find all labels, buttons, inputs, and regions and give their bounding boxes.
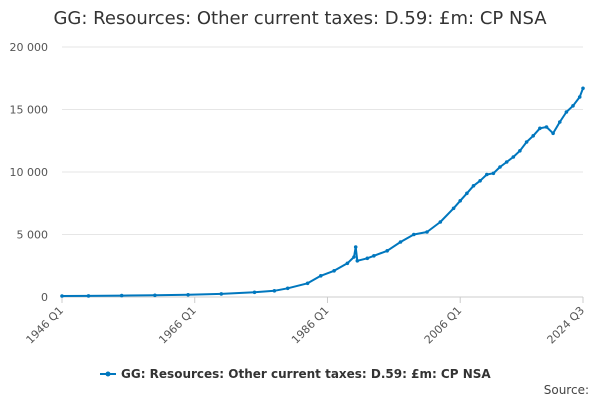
x-tick-label: 2024 Q3 <box>545 304 588 347</box>
data-point[interactable] <box>538 126 542 131</box>
series-line[interactable] <box>61 87 584 297</box>
data-point[interactable] <box>451 206 456 211</box>
data-point[interactable] <box>332 269 336 273</box>
data-point[interactable] <box>305 281 310 286</box>
data-point[interactable] <box>524 140 529 144</box>
y-tick-label: 0 <box>41 291 48 304</box>
axis-layer: 0 5 000 10 000 15 000 20 000 1946 Q1 1966 Q1 19… <box>10 41 588 346</box>
data-point[interactable] <box>285 286 290 291</box>
legend-swatch-marker <box>105 371 111 377</box>
data-point[interactable] <box>272 289 277 293</box>
x-tick-label: 2006 Q1 <box>422 304 465 347</box>
data-point[interactable] <box>465 191 469 196</box>
data-point[interactable] <box>571 104 575 108</box>
data-point[interactable] <box>219 292 224 296</box>
y-tick-label: 5 000 <box>17 229 49 242</box>
data-point[interactable] <box>498 165 502 169</box>
data-point[interactable] <box>398 240 403 244</box>
data-point[interactable] <box>412 232 416 237</box>
data-point[interactable] <box>458 199 463 203</box>
data-point[interactable] <box>345 261 350 266</box>
data-point[interactable] <box>551 131 555 136</box>
data-point[interactable] <box>558 120 562 124</box>
x-tick-label: 1966 Q1 <box>156 304 199 347</box>
data-point[interactable] <box>504 160 509 164</box>
data-point[interactable] <box>186 293 190 297</box>
data-point[interactable] <box>581 86 585 91</box>
data-point[interactable] <box>153 293 157 298</box>
y-tick-label: 10 000 <box>10 166 49 179</box>
data-point[interactable] <box>319 274 323 278</box>
data-point[interactable] <box>438 220 443 224</box>
legend[interactable]: GG: Resources: Other current taxes: D.59… <box>100 367 491 381</box>
source-label[interactable]: Source: <box>544 383 589 397</box>
data-point[interactable] <box>355 259 360 263</box>
data-point[interactable] <box>518 149 522 153</box>
x-tick-label: 1946 Q1 <box>24 304 67 347</box>
series-layer <box>60 86 585 298</box>
data-point[interactable] <box>353 245 358 249</box>
data-point[interactable] <box>577 95 582 99</box>
data-point[interactable] <box>372 254 376 258</box>
data-point[interactable] <box>511 155 516 159</box>
y-tick-label: 15 000 <box>10 104 49 117</box>
data-point[interactable] <box>564 110 569 114</box>
data-point[interactable] <box>385 249 390 253</box>
y-tick-label: 20 000 <box>10 41 49 54</box>
data-point[interactable] <box>478 179 482 183</box>
legend-label[interactable]: GG: Resources: Other current taxes: D.59… <box>121 367 491 381</box>
data-point[interactable] <box>60 294 64 298</box>
data-point[interactable] <box>544 125 549 129</box>
data-point[interactable] <box>252 290 257 295</box>
x-tick-label: 1986 Q1 <box>289 304 332 347</box>
chart-title: GG: Resources: Other current taxes: D.59… <box>53 8 547 29</box>
data-point[interactable] <box>531 134 535 138</box>
data-point[interactable] <box>485 172 489 177</box>
data-point[interactable] <box>491 171 496 176</box>
data-point[interactable] <box>86 294 91 298</box>
grid-layer <box>62 46 583 298</box>
data-point[interactable] <box>425 230 429 234</box>
data-point[interactable] <box>365 256 370 261</box>
data-point[interactable] <box>471 184 476 188</box>
data-point[interactable] <box>119 293 124 298</box>
data-point[interactable] <box>352 255 356 259</box>
